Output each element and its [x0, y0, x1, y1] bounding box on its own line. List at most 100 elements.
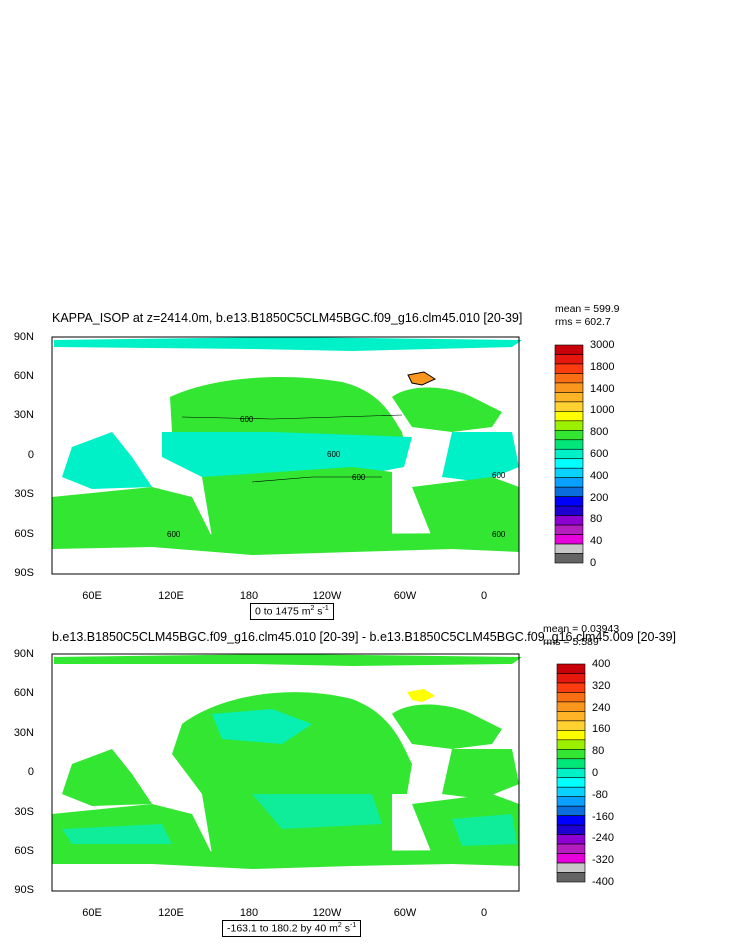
panel2-colorbar-label: 240 [592, 701, 611, 714]
panel1-map: 600 600 600 600 600 600 [51, 336, 522, 575]
panel1-colorbar-label: 1400 [590, 382, 615, 395]
panel1-colorbar-label: 1000 [590, 404, 615, 417]
panel2-colorbar-swatch [556, 767, 586, 779]
panel2-colorbar [556, 663, 586, 883]
panel2-colorbar-label: 80 [592, 745, 605, 758]
panel1-colorbar-swatch [554, 458, 584, 469]
panel1-colorbar-label: 200 [590, 491, 609, 504]
panel2-colorbar-label: 160 [592, 723, 611, 736]
panel1-colorbar-swatch [554, 477, 584, 488]
panel2-lon-label: 0 [480, 907, 488, 919]
panel2-colorbar-swatch [556, 730, 586, 741]
panel2-lat-label: 60N [13, 687, 34, 699]
panel1-colorbar-label: 600 [590, 448, 609, 460]
panel2-colorbar-swatch [556, 692, 586, 703]
panel1-colorbar-swatch [554, 373, 584, 384]
panel1-lon-label: 0 [480, 590, 488, 602]
panel1-rms: rms = 602.7 [555, 316, 611, 328]
panel1-colorbar-swatch [554, 392, 584, 403]
panel1-lat-label: 60S [14, 528, 34, 540]
panel1-colorbar-label: 0 [590, 557, 597, 569]
panel2-colorbar-label: 400 [592, 658, 611, 670]
panel1-contour-label: 600 [240, 415, 254, 424]
panel2-colorbar-swatch [556, 843, 586, 854]
panel1-colorbar-swatch [554, 486, 584, 497]
panel2-colorbar-swatch [556, 862, 586, 873]
panel1-colorbar-swatch [554, 411, 584, 422]
panel1-colorbar-swatch [554, 439, 584, 450]
panel2-colorbar-label: -160 [592, 810, 615, 823]
panel2-colorbar-swatch [556, 824, 586, 835]
panel1-lat-label: 30S [14, 488, 34, 500]
panel2-colorbar-swatch [556, 739, 586, 750]
panel1-lat-label: 0 [27, 449, 34, 461]
panel1-colorbar-swatch [554, 401, 584, 412]
panel1-contour-label: 600 [327, 450, 341, 459]
panel2-lon-label: 180 [239, 907, 259, 919]
panel1-colorbar-swatch [554, 420, 584, 431]
panel2-colorbar-swatch [556, 673, 586, 684]
panel1-colorbar-swatch [554, 344, 584, 355]
panel1-colorbar-label: 80 [590, 513, 603, 526]
panel1-colorbar-label: 40 [590, 535, 603, 548]
panel1-lon-label: 120W [312, 590, 342, 602]
panel1-colorbar [554, 344, 584, 564]
panel1-colorbar-swatch [554, 467, 584, 478]
panel1-colorbar-swatch [554, 354, 584, 365]
panel2-lon-label: 60E [82, 907, 102, 919]
panel1-title: KAPPA_ISOP at z=2414.0m, b.e13.B1850C5CL… [52, 311, 523, 325]
panel2-colorbar-swatch [556, 853, 586, 864]
panel2-colorbar-swatch [556, 786, 586, 797]
panel2-range-note: -163.1 to 180.2 by 40 m2 s-1 [222, 920, 362, 937]
panel2-colorbar-label: 320 [592, 679, 611, 692]
panel2-colorbar-swatch [556, 701, 586, 712]
panel2-lat-label: 30N [13, 727, 34, 739]
panel1-colorbar-swatch [554, 543, 584, 554]
panel2-colorbar-swatch [556, 720, 586, 731]
panel2-rms: rms = 5.589 [543, 636, 599, 648]
panel1-colorbar-swatch [554, 515, 584, 526]
panel2-colorbar-swatch [556, 796, 586, 807]
panel2-lon-label: 120W [312, 907, 342, 919]
panel2-map [51, 653, 522, 892]
panel1-colorbar-label: 400 [590, 469, 609, 482]
panel1-lat-label: 90S [14, 567, 34, 579]
panel1-colorbar-swatch [554, 382, 584, 393]
panel1-lat-label: 90N [13, 331, 34, 343]
panel2-colorbar-swatch [556, 805, 586, 816]
panel2-lon-label: 60W [393, 907, 417, 919]
panel1-colorbar-swatch [554, 553, 584, 564]
panel1-contour-label: 600 [352, 473, 366, 482]
panel2-colorbar-label: -240 [592, 832, 615, 845]
panel2-colorbar-swatch [556, 834, 586, 845]
panel1-lon-label: 60W [393, 590, 417, 602]
panel2-colorbar-swatch [556, 815, 586, 826]
panel2-mean: mean = 0.03943 [543, 623, 620, 635]
panel1-range-note: 0 to 1475 m2 s-1 [250, 603, 334, 620]
panel2-colorbar-label: 0 [592, 767, 599, 779]
panel1-lon-label: 180 [239, 590, 259, 602]
panel2-lon-label: 120E [158, 907, 184, 919]
panel2-title: b.e13.B1850C5CLM45BGC.f09_g16.clm45.010 … [52, 630, 677, 644]
panel1-colorbar-swatch [554, 505, 584, 516]
panel2-lat-label: 0 [27, 766, 34, 778]
panel2-colorbar-swatch [556, 682, 586, 693]
panel2-lat-label: 90N [13, 648, 34, 660]
panel1-mean: mean = 599.9 [555, 303, 620, 315]
panel2-lat-label: 90S [14, 884, 34, 896]
panel1-lat-label: 60N [13, 370, 34, 382]
panel2-colorbar-swatch [556, 872, 586, 883]
panel2-colorbar-label: -400 [592, 876, 615, 888]
panel1-lat-label: 30N [13, 409, 34, 421]
panel1-contour-label: 600 [492, 471, 506, 480]
panel2-colorbar-label: -320 [592, 854, 615, 867]
panel2-lat-label: 60S [14, 845, 34, 857]
panel1-colorbar-swatch [554, 524, 584, 535]
panel1-colorbar-label: 800 [590, 426, 609, 439]
panel1-lon-label: 120E [158, 590, 184, 602]
panel1-colorbar-label: 1800 [590, 360, 615, 373]
panel1-lon-label: 60E [82, 590, 102, 602]
panel1-colorbar-swatch [554, 363, 584, 374]
panel1-colorbar-swatch [554, 430, 584, 441]
panel2-lat-label: 30S [14, 806, 34, 818]
